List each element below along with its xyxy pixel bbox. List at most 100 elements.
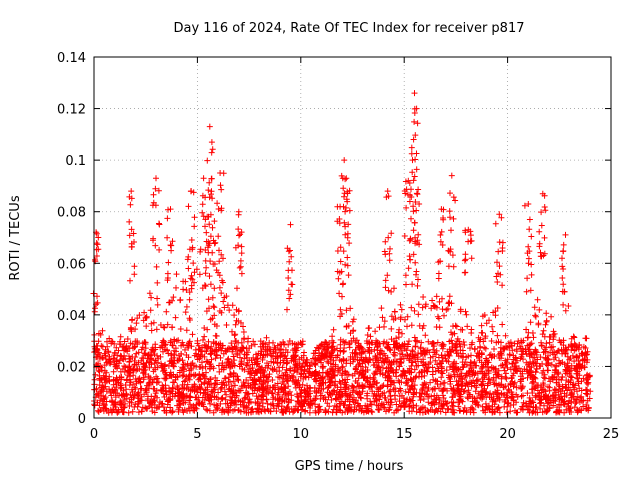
data-point bbox=[528, 261, 535, 268]
data-point bbox=[454, 335, 461, 342]
data-point bbox=[196, 346, 203, 353]
data-point bbox=[208, 149, 215, 156]
data-point bbox=[407, 235, 414, 242]
data-point bbox=[504, 356, 511, 363]
data-point bbox=[200, 175, 207, 182]
data-point bbox=[186, 315, 193, 322]
data-point bbox=[388, 230, 395, 237]
data-point bbox=[491, 346, 497, 352]
data-point bbox=[391, 285, 397, 292]
data-point bbox=[166, 299, 172, 306]
data-point bbox=[164, 321, 171, 328]
data-point bbox=[397, 350, 403, 357]
data-point bbox=[191, 214, 198, 221]
data-point bbox=[376, 364, 383, 371]
data-point bbox=[285, 267, 292, 274]
data-point bbox=[498, 355, 504, 362]
data-point bbox=[330, 326, 337, 333]
data-point bbox=[541, 333, 548, 340]
data-point bbox=[139, 344, 146, 351]
data-point bbox=[584, 381, 591, 387]
data-point bbox=[199, 209, 206, 216]
data-point bbox=[324, 400, 331, 407]
data-point bbox=[423, 367, 430, 374]
data-point bbox=[223, 322, 230, 328]
data-point bbox=[443, 400, 450, 407]
data-point bbox=[292, 405, 299, 412]
data-point bbox=[581, 357, 588, 364]
data-point bbox=[236, 264, 243, 271]
data-point bbox=[446, 338, 453, 345]
data-point bbox=[385, 193, 392, 200]
data-point bbox=[356, 360, 363, 367]
data-point bbox=[157, 353, 164, 360]
data-point bbox=[267, 401, 274, 408]
data-point bbox=[94, 351, 101, 358]
data-point bbox=[549, 349, 556, 356]
data-point bbox=[446, 376, 453, 382]
data-point bbox=[322, 396, 329, 403]
data-point bbox=[413, 166, 420, 173]
data-point bbox=[285, 287, 292, 294]
data-point bbox=[121, 338, 128, 345]
data-point bbox=[530, 354, 537, 361]
data-point bbox=[163, 371, 170, 378]
data-point bbox=[203, 308, 210, 315]
data-point bbox=[416, 373, 422, 380]
data-point bbox=[247, 369, 254, 376]
data-point bbox=[190, 260, 197, 267]
data-point bbox=[404, 323, 410, 330]
data-point bbox=[126, 353, 132, 360]
data-point bbox=[356, 350, 363, 356]
data-point bbox=[274, 342, 281, 349]
data-point bbox=[321, 347, 328, 353]
data-point bbox=[565, 303, 572, 309]
data-point bbox=[575, 378, 582, 385]
y-tick-label: 0.04 bbox=[57, 309, 86, 324]
data-point bbox=[304, 362, 311, 369]
data-point bbox=[339, 363, 346, 370]
data-point bbox=[418, 358, 425, 365]
data-point bbox=[557, 360, 564, 367]
data-point bbox=[244, 390, 251, 397]
data-point bbox=[209, 294, 216, 301]
data-point bbox=[238, 243, 245, 250]
data-point bbox=[240, 379, 247, 386]
data-point bbox=[462, 269, 469, 276]
data-point bbox=[334, 268, 341, 275]
data-point bbox=[554, 348, 561, 355]
data-point bbox=[322, 407, 329, 413]
data-point bbox=[117, 333, 124, 340]
data-point bbox=[398, 342, 405, 349]
data-point bbox=[411, 389, 418, 396]
data-point bbox=[125, 345, 132, 351]
data-point bbox=[256, 385, 263, 392]
data-point bbox=[420, 396, 427, 402]
data-point bbox=[482, 335, 489, 342]
data-point bbox=[327, 360, 334, 367]
data-point bbox=[342, 176, 349, 183]
data-point bbox=[580, 375, 587, 382]
data-point bbox=[470, 369, 477, 375]
data-point bbox=[535, 321, 542, 328]
data-point bbox=[374, 379, 380, 386]
data-point bbox=[486, 375, 493, 382]
data-point bbox=[216, 368, 223, 375]
data-point bbox=[488, 338, 495, 344]
data-point bbox=[573, 353, 580, 360]
data-point bbox=[334, 345, 340, 352]
data-point bbox=[419, 350, 426, 357]
data-point bbox=[568, 398, 575, 405]
data-point bbox=[288, 392, 295, 399]
data-point bbox=[152, 185, 159, 192]
data-point bbox=[211, 321, 218, 328]
data-point bbox=[230, 387, 237, 394]
data-point bbox=[360, 375, 367, 382]
data-point bbox=[272, 355, 279, 362]
data-point bbox=[334, 352, 341, 359]
data-point bbox=[485, 370, 492, 377]
data-point bbox=[194, 396, 201, 403]
data-point bbox=[211, 285, 218, 292]
data-point bbox=[463, 361, 470, 368]
data-point bbox=[410, 375, 417, 382]
